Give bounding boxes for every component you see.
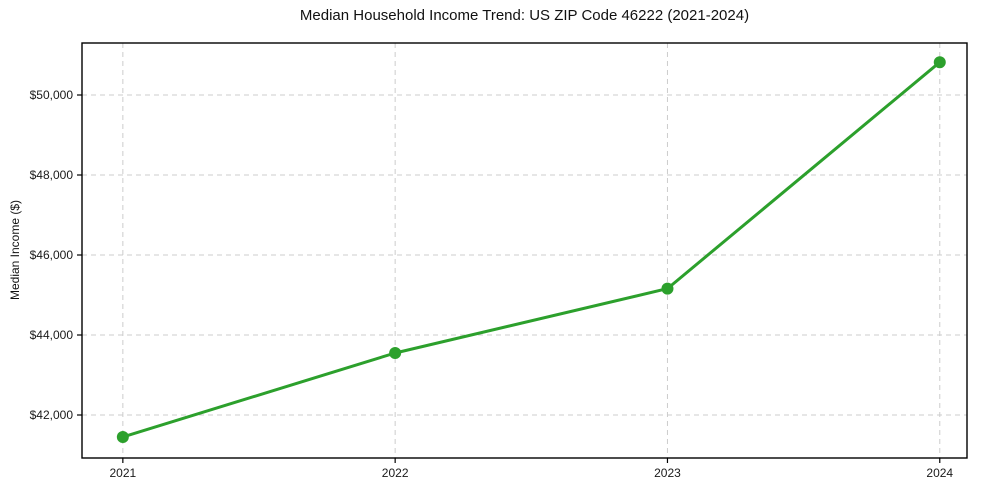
y-tick-label: $44,000 <box>30 328 74 342</box>
trend-line <box>121 60 942 439</box>
data-point <box>116 431 129 443</box>
y-tick-label: $42,000 <box>30 408 74 422</box>
x-tick-label: 2021 <box>109 466 136 480</box>
plot-border <box>81 42 968 459</box>
y-tick-label: $48,000 <box>30 168 74 182</box>
data-point <box>389 347 402 359</box>
y-tick-label: $46,000 <box>30 248 74 262</box>
chart-title: Median Household Income Trend: US ZIP Co… <box>299 7 750 24</box>
data-point <box>933 56 946 69</box>
x-tick-label: 2024 <box>926 466 953 480</box>
y-tick-label: $50,000 <box>30 88 74 102</box>
data-point <box>661 282 674 295</box>
x-tick-label: 2022 <box>382 466 409 480</box>
x-tick-label: 2023 <box>654 466 681 480</box>
